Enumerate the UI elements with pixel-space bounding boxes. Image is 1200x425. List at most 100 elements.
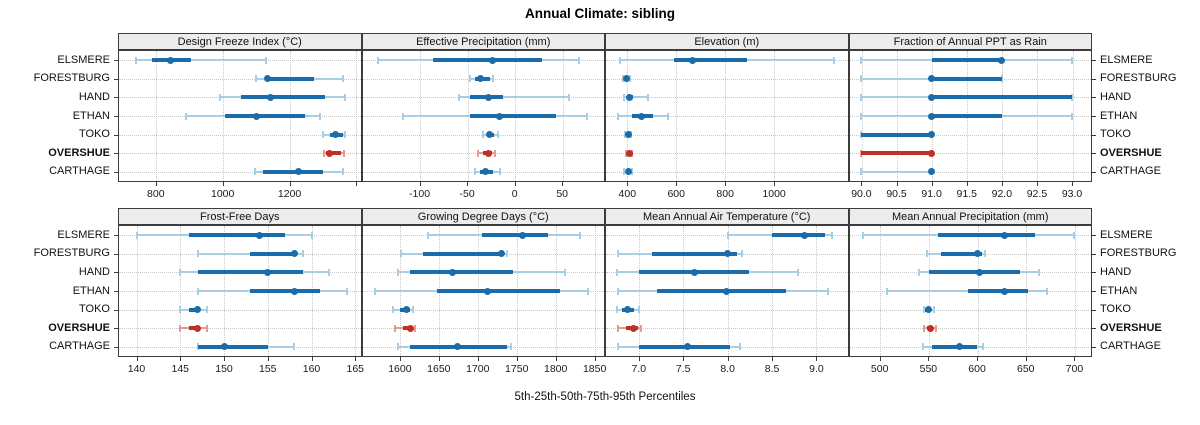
median-dot xyxy=(290,250,298,258)
panel-plot xyxy=(605,50,849,182)
row-label-left-hand: HAND xyxy=(78,265,110,278)
cap-95th xyxy=(499,168,502,176)
range-25-75 xyxy=(250,251,294,256)
x-tick xyxy=(477,357,479,361)
cap-5th xyxy=(923,324,926,332)
figure-title: Annual Climate: sibling xyxy=(524,6,675,21)
x-tick-label: 800 xyxy=(716,188,734,200)
cap-5th xyxy=(397,268,400,276)
x-tick-label: 400 xyxy=(618,188,637,200)
gridline-h xyxy=(606,116,848,117)
x-tick xyxy=(977,357,979,361)
cap-95th xyxy=(933,306,936,314)
range-25-75 xyxy=(432,58,543,63)
panel-title: Mean Annual Precipitation (mm) xyxy=(891,210,1049,223)
x-tick xyxy=(931,182,933,186)
y-tick xyxy=(1092,309,1096,311)
gridline-h xyxy=(606,79,848,80)
cap-95th xyxy=(830,231,833,239)
cap-95th xyxy=(510,343,513,351)
cap-95th xyxy=(740,250,743,258)
x-axis-caption: 5th-25th-50th-75th-95th Percentiles xyxy=(514,391,696,403)
cap-5th xyxy=(617,287,620,295)
cap-95th xyxy=(342,75,345,83)
range-25-75 xyxy=(673,58,748,63)
cap-95th xyxy=(1046,287,1049,295)
median-dot xyxy=(625,93,633,101)
cap-95th xyxy=(578,56,581,64)
median-dot xyxy=(928,131,936,139)
x-tick xyxy=(638,357,640,361)
range-5-95 xyxy=(861,170,932,173)
panel-plot xyxy=(361,50,605,182)
x-tick-label: 91.5 xyxy=(956,188,977,200)
row-label-left-ethan: ETHAN xyxy=(72,109,110,122)
gridline-h xyxy=(362,310,604,311)
x-tick-label: 1750 xyxy=(505,363,529,375)
gridline-h xyxy=(606,153,848,154)
cap-5th xyxy=(622,168,625,176)
cap-95th xyxy=(1071,56,1074,64)
median-dot xyxy=(973,250,981,258)
cap-95th xyxy=(1071,112,1074,120)
range-25-75 xyxy=(189,233,286,238)
row-label-right-carthage: CARTHAGE xyxy=(1100,165,1161,178)
row-label-right-elsmere: ELSMERE xyxy=(1100,53,1153,66)
cap-5th xyxy=(135,231,138,239)
range-25-75 xyxy=(410,270,513,275)
row-label-right-ethan: ETHAN xyxy=(1100,284,1138,297)
range-25-75 xyxy=(423,251,505,256)
range-25-75 xyxy=(657,289,787,293)
range-25-75 xyxy=(189,307,198,312)
row-label-right-elsmere: ELSMERE xyxy=(1100,228,1153,241)
y-tick xyxy=(114,346,118,348)
row-label-left-ethan: ETHAN xyxy=(72,284,110,297)
cap-95th xyxy=(585,112,588,120)
median-dot xyxy=(1000,287,1008,295)
gridline-h xyxy=(849,328,1091,329)
x-tick-label: 1650 xyxy=(427,363,451,375)
y-tick xyxy=(114,134,118,136)
panel-strip: Frost-Free Days xyxy=(118,208,362,225)
gridline-h xyxy=(119,172,361,173)
range-25-75 xyxy=(469,114,557,118)
median-dot xyxy=(294,168,302,176)
cap-95th xyxy=(318,112,321,120)
row-label-left-toko: TOKO xyxy=(79,128,110,141)
y-tick xyxy=(1092,346,1096,348)
x-tick-label: 1000 xyxy=(211,188,235,200)
median-dot xyxy=(194,306,202,314)
panel-strip: Mean Annual Air Temperature (°C) xyxy=(605,208,849,225)
median-dot xyxy=(253,112,261,120)
range-25-75 xyxy=(197,344,268,349)
row-label-right-toko: TOKO xyxy=(1100,128,1131,141)
x-tick xyxy=(725,182,727,186)
cap-95th xyxy=(344,93,347,101)
cap-5th xyxy=(373,287,376,295)
row-label-left-overshue: OVERSHUE xyxy=(48,321,110,334)
cap-5th xyxy=(623,93,626,101)
median-dot xyxy=(484,287,492,295)
panel-title: Effective Precipitation (mm) xyxy=(416,35,551,48)
median-dot xyxy=(406,324,414,332)
median-dot xyxy=(476,75,484,83)
range-25-75 xyxy=(861,132,932,137)
x-tick xyxy=(438,357,440,361)
median-dot xyxy=(956,343,964,351)
cap-95th xyxy=(1073,231,1076,239)
range-25-75 xyxy=(250,289,321,293)
panel-strip: Elevation (m) xyxy=(605,33,849,50)
x-tick xyxy=(180,357,182,361)
median-dot xyxy=(263,75,271,83)
cap-5th xyxy=(376,56,379,64)
x-tick xyxy=(627,182,629,186)
range-25-75 xyxy=(197,270,303,275)
range-5-95 xyxy=(458,96,569,99)
x-tick-label: 150 xyxy=(215,363,233,375)
cap-5th xyxy=(616,324,619,332)
median-dot xyxy=(928,75,936,83)
cap-95th xyxy=(826,287,829,295)
x-tick xyxy=(419,182,421,186)
x-tick-label: -100 xyxy=(409,188,431,200)
cap-95th xyxy=(832,56,835,64)
